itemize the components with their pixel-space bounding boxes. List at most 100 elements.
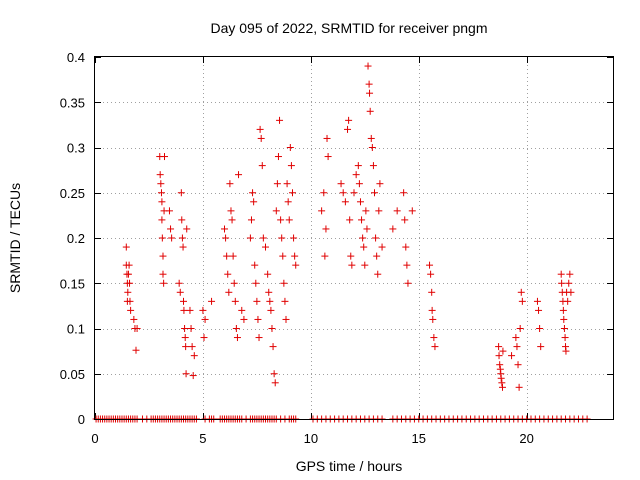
data-point — [267, 306, 275, 314]
data-point — [560, 325, 568, 332]
data-point — [428, 288, 436, 296]
data-point — [282, 315, 290, 323]
data-point — [240, 315, 248, 323]
data-point — [269, 343, 277, 351]
data-point — [227, 207, 235, 215]
data-point — [364, 62, 372, 70]
data-point — [270, 370, 278, 378]
data-point — [280, 279, 288, 287]
y-tick-label: 0.1 — [67, 322, 85, 337]
data-point — [567, 288, 575, 296]
data-point — [264, 270, 272, 278]
data-point — [366, 107, 374, 115]
data-point — [558, 279, 566, 287]
data-point — [230, 279, 238, 287]
data-point — [233, 334, 241, 342]
data-point — [126, 297, 134, 305]
data-point — [516, 325, 524, 332]
y-axis-label: SRMTID / TECUs — [7, 183, 23, 293]
data-point — [228, 216, 236, 224]
data-point — [362, 207, 370, 215]
data-point — [365, 80, 373, 88]
data-point — [496, 361, 504, 369]
data-point — [339, 189, 347, 197]
data-point — [231, 297, 239, 305]
data-point — [337, 180, 345, 188]
data-point — [324, 153, 332, 161]
data-point — [201, 315, 209, 323]
data-point — [160, 279, 168, 287]
data-point — [401, 216, 409, 224]
data-point — [125, 261, 133, 269]
data-point — [266, 297, 274, 305]
data-point — [190, 352, 198, 360]
data-point — [256, 125, 264, 133]
data-point — [181, 334, 189, 342]
data-point — [347, 252, 355, 260]
data-point — [393, 207, 401, 215]
data-point — [566, 270, 574, 278]
data-point — [562, 347, 570, 355]
data-point — [177, 189, 185, 197]
data-point — [277, 216, 285, 224]
data-point — [559, 306, 567, 314]
data-point — [132, 346, 140, 354]
x-tick-labels: 0 5 10 15 20 — [91, 431, 534, 446]
data-point — [178, 216, 186, 224]
data-point — [287, 162, 295, 170]
data-point — [376, 180, 384, 188]
data-point — [160, 153, 168, 161]
data-point — [292, 261, 300, 269]
data-point — [513, 343, 521, 351]
data-point — [254, 315, 262, 323]
data-point — [403, 261, 411, 269]
data-point — [284, 198, 292, 206]
plot-frame — [94, 56, 614, 420]
data-point — [168, 234, 176, 242]
data-point — [359, 234, 367, 242]
y-tick-label: 0.3 — [67, 141, 85, 156]
data-point — [175, 279, 183, 287]
data-point — [537, 343, 545, 351]
data-point — [200, 334, 208, 342]
y-tick-labels: 0 0.05 0.1 0.15 0.2 0.25 0.3 0.35 0.4 — [60, 50, 85, 427]
data-point — [321, 252, 329, 260]
data-point — [127, 306, 135, 314]
data-point — [352, 171, 360, 179]
data-point — [247, 216, 255, 224]
data-point — [271, 379, 279, 387]
data-point — [322, 225, 330, 233]
data-point — [259, 234, 267, 242]
data-point — [372, 234, 380, 242]
data-point — [279, 252, 287, 260]
data-point — [560, 315, 568, 323]
data-point — [369, 162, 377, 170]
data-point — [536, 325, 544, 332]
data-point — [533, 297, 541, 305]
data-point — [368, 144, 376, 151]
data-point — [223, 252, 231, 260]
data-point — [208, 297, 216, 305]
data-point — [373, 252, 381, 260]
data-point — [178, 234, 186, 242]
data-point — [188, 343, 196, 351]
data-point — [272, 207, 280, 215]
axis-ticks — [95, 57, 613, 420]
data-point — [182, 343, 190, 351]
data-point — [187, 325, 195, 332]
data-point — [257, 134, 265, 142]
data-point — [158, 234, 166, 242]
data-point — [499, 347, 507, 355]
data-point — [167, 225, 175, 233]
chart-title: Day 095 of 2022, SRMTID for receiver png… — [210, 20, 487, 36]
data-point — [318, 207, 326, 215]
data-point — [508, 352, 516, 360]
data-point — [133, 325, 141, 332]
data-point — [251, 261, 259, 269]
data-point — [400, 189, 408, 197]
x-tick-label: 5 — [199, 431, 206, 446]
data-point — [428, 306, 436, 314]
data-point — [283, 180, 291, 188]
data-point — [288, 189, 296, 197]
